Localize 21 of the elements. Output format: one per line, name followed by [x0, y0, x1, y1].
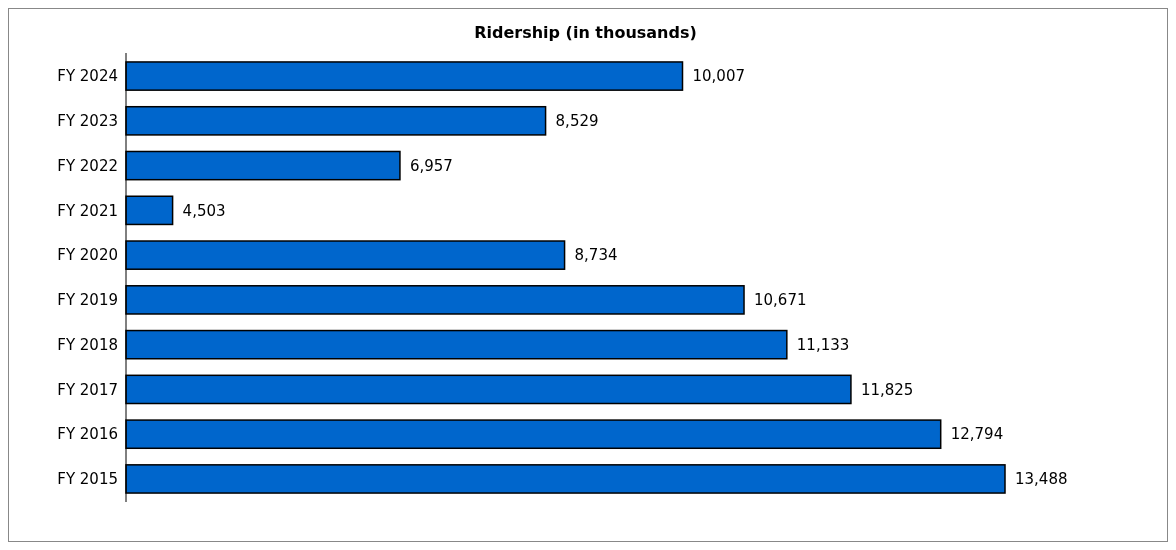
data-label: 12,794: [950, 425, 1004, 444]
y-tick-label: FY 2022: [57, 156, 118, 175]
data-label: 4,503: [182, 201, 226, 220]
data-label: 13,488: [1015, 470, 1068, 489]
y-tick-label: FY 2016: [57, 425, 118, 444]
data-label: 11,825: [860, 380, 914, 399]
y-tick-label: FY 2021: [57, 201, 118, 220]
data-label: 6,957: [409, 156, 453, 175]
y-tick-label: FY 2024: [57, 67, 118, 86]
data-label: 8,734: [574, 246, 618, 265]
y-tick-label: FY 2015: [57, 470, 118, 489]
chart-title: Ridership (in thousands): [474, 23, 697, 42]
data-label: 10,007: [692, 67, 746, 86]
y-tick-label: FY 2020: [57, 246, 118, 265]
y-tick-label: FY 2017: [57, 380, 118, 399]
data-label: 11,133: [796, 335, 850, 354]
data-label: 10,671: [754, 291, 807, 310]
y-tick-label: FY 2023: [57, 112, 118, 131]
y-tick-label: FY 2018: [57, 335, 118, 354]
y-tick-label: FY 2019: [57, 291, 118, 310]
data-label: 8,529: [555, 112, 599, 131]
